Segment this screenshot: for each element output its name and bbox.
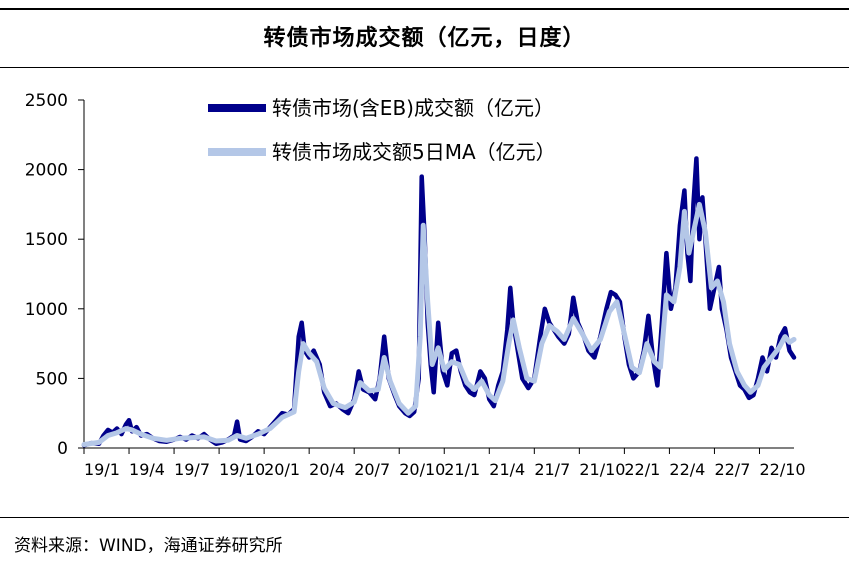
- y-tick-label: 500: [36, 369, 68, 389]
- source-rule: [0, 517, 849, 518]
- x-tick-label: 22/7: [714, 460, 750, 479]
- x-tick-label: 21/10: [579, 460, 625, 479]
- x-tick-label: 22/10: [759, 460, 805, 479]
- title-rule: [0, 67, 849, 68]
- series-line-1: [81, 156, 797, 448]
- legend-label-2: 转债市场成交额5日MA（亿元）: [272, 140, 556, 164]
- x-tick-label: 20/1: [264, 460, 300, 479]
- x-tick-label: 20/7: [354, 460, 390, 479]
- x-tick-label: 21/4: [489, 460, 525, 479]
- x-tick-label: 22/4: [669, 460, 705, 479]
- y-tick-label: 1000: [25, 300, 68, 320]
- x-tick-label: 21/7: [534, 460, 570, 479]
- y-tick-label: 1500: [25, 230, 68, 250]
- x-tick-label: 19/7: [174, 460, 210, 479]
- y-tick-label: 2000: [25, 161, 68, 181]
- x-tick-label: 20/4: [309, 460, 345, 479]
- y-axis: 0 500 1000 1500 2000 2500: [25, 91, 85, 459]
- x-tick-label: 22/1: [624, 460, 660, 479]
- y-tick-label: 0: [57, 439, 68, 459]
- x-tick-label: 19/4: [129, 460, 165, 479]
- x-tick-label: 20/10: [399, 460, 445, 479]
- x-tick-label: 19/10: [219, 460, 265, 479]
- x-tick-label: 19/1: [84, 460, 120, 479]
- legend: 转债市场(含EB)成交额（亿元） 转债市场成交额5日MA（亿元）: [208, 96, 556, 164]
- y-tick-label: 2500: [25, 91, 68, 111]
- top-rule: [0, 8, 849, 10]
- x-tick-label: 21/1: [444, 460, 480, 479]
- page-title: 转债市场成交额（亿元，日度）: [263, 26, 586, 51]
- source-note: 资料来源：WIND，海通证券研究所: [14, 536, 283, 556]
- series-line-2: [81, 201, 797, 447]
- legend-label-1: 转债市场(含EB)成交额（亿元）: [272, 96, 554, 120]
- series-layer: [81, 156, 797, 448]
